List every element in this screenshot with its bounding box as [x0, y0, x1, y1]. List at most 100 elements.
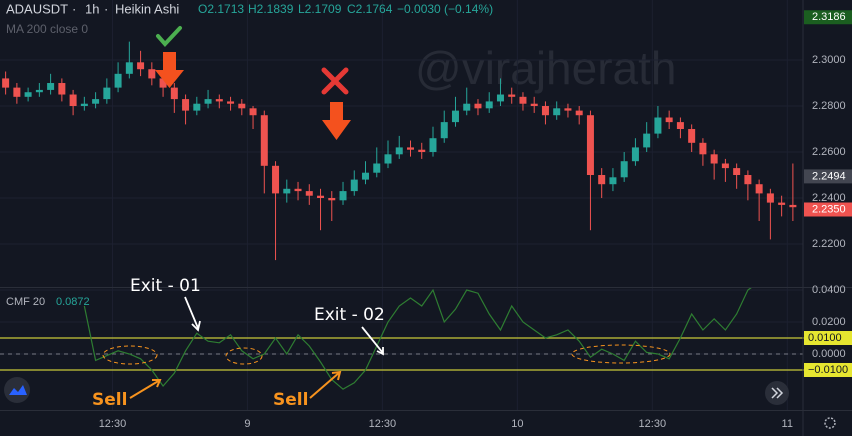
- candle-body: [676, 122, 684, 130]
- candle-body: [384, 154, 392, 164]
- candle-body: [2, 78, 10, 88]
- candle-body: [665, 117, 673, 123]
- x-tick-label: 9: [244, 418, 250, 430]
- y2-tick-label: 0.0000: [812, 348, 846, 360]
- zone-ellipse: [225, 347, 263, 365]
- candle-body: [137, 62, 145, 70]
- candle-body: [395, 147, 403, 155]
- candle-body: [339, 191, 347, 201]
- annotation: Sell: [92, 390, 127, 410]
- candle-body: [755, 184, 763, 194]
- candle-body: [215, 99, 223, 102]
- candle-body: [350, 179, 358, 192]
- marks: [0, 41, 852, 390]
- candle-body: [294, 188, 302, 192]
- annotation: Sell: [273, 390, 308, 410]
- price-marker-label: 2.3186: [812, 11, 846, 23]
- x-tick-label: 12:30: [639, 418, 667, 430]
- check-icon: [156, 26, 182, 47]
- scroll-icon: [771, 387, 784, 399]
- logo-mark: [9, 385, 27, 395]
- ohlc-close: C2.1764: [347, 2, 393, 16]
- candle-body: [429, 138, 437, 153]
- candle-body: [609, 177, 617, 185]
- candle-body: [586, 115, 594, 176]
- ma-legend: MA 200 close 0: [6, 22, 88, 36]
- candle-body: [13, 87, 21, 97]
- zone-ellipse: [571, 344, 671, 364]
- settings-icon[interactable]: [824, 417, 836, 429]
- cmf-group: [83, 288, 752, 390]
- cmf-value: 0.0872: [56, 296, 90, 308]
- candle-body: [182, 99, 190, 111]
- annotation: Exit - 02: [314, 305, 385, 325]
- candle-body: [699, 142, 707, 155]
- candle-body: [35, 89, 43, 93]
- candle-body: [620, 161, 628, 178]
- cross-icon: [321, 67, 349, 95]
- price-marker-box: [804, 169, 852, 184]
- y-tick-label: 2.3000: [812, 54, 846, 66]
- change: −0.0030 (−0.14%): [397, 2, 493, 16]
- candle-body: [508, 94, 516, 97]
- candle-body: [272, 165, 280, 194]
- candle-body: [92, 99, 100, 104]
- level-label: 0.0100: [808, 332, 842, 344]
- exit-arrow: [361, 326, 384, 356]
- sell-arrow: [309, 370, 342, 399]
- level-label: −0.0100: [808, 364, 848, 376]
- candle-body: [688, 129, 696, 143]
- candle-body: [598, 175, 606, 185]
- price-marker-label: 2.2350: [812, 203, 846, 215]
- candle-body: [305, 191, 313, 196]
- candle-body: [80, 103, 88, 107]
- candle-body: [317, 195, 325, 199]
- exit-arrow: [184, 296, 201, 332]
- interval: 1h: [85, 1, 99, 16]
- price-marker-box: [804, 10, 852, 25]
- candle-body: [440, 122, 448, 139]
- candle-body: [373, 163, 381, 173]
- candle-body: [159, 78, 167, 88]
- x-tick-label: 10: [511, 418, 523, 430]
- candle-body: [238, 103, 246, 109]
- down-arrow: [322, 102, 351, 140]
- ohlc-open: O2.1713: [198, 2, 244, 16]
- down-arrow: [155, 52, 184, 88]
- y2-tick-label: 0.0400: [812, 284, 846, 296]
- y-tick-label: 2.2200: [812, 238, 846, 250]
- candle-body: [744, 175, 752, 185]
- candle-body: [125, 62, 133, 74]
- candle-body: [260, 115, 268, 166]
- symbol: ADAUSDT: [6, 1, 68, 16]
- candle-body: [328, 198, 336, 201]
- y-tick-label: 2.2800: [812, 100, 846, 112]
- cmf-name: CMF 20: [6, 296, 45, 308]
- logo[interactable]: [4, 377, 30, 403]
- price-marker-box: [804, 202, 852, 217]
- price-marker-label: 2.2494: [812, 170, 846, 182]
- candle-body: [148, 69, 156, 79]
- candle-body: [362, 172, 370, 180]
- candle-body: [249, 108, 257, 116]
- candle-body: [496, 94, 504, 102]
- x-tick-label: 11: [782, 418, 793, 430]
- candle-body: [643, 133, 651, 148]
- candle-body: [733, 168, 741, 176]
- candle-body: [541, 106, 549, 116]
- candle-body: [564, 108, 572, 111]
- candle-body: [710, 154, 718, 164]
- candle-body: [69, 94, 77, 107]
- candle-body: [193, 103, 201, 111]
- candle-body: [170, 87, 178, 100]
- ohlc-high: H2.1839: [248, 2, 294, 16]
- candle-body: [418, 149, 426, 153]
- separator: ·: [104, 1, 108, 16]
- zone-ellipse: [102, 345, 158, 365]
- candle-body: [485, 101, 493, 109]
- y-tick-label: 2.2600: [812, 146, 846, 158]
- chart-style: Heikin Ashi: [115, 1, 179, 16]
- candle-body: [24, 92, 32, 97]
